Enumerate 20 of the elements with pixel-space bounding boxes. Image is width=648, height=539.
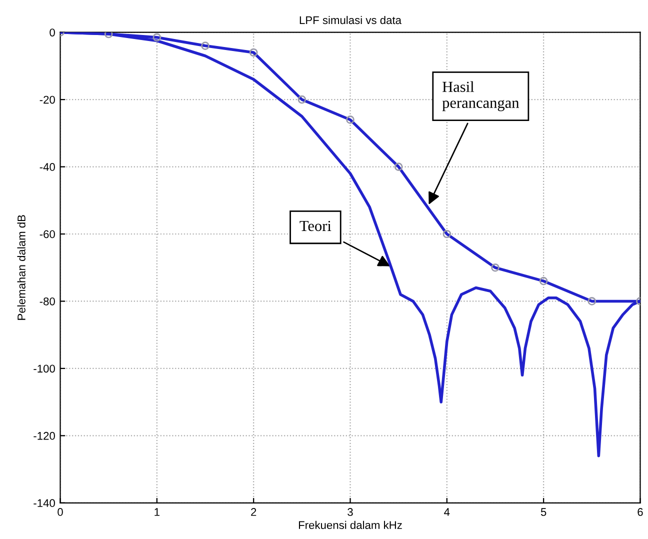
x-tick-label: 3 — [348, 508, 353, 516]
annotation: Hasil perancangan — [442, 81, 520, 112]
y-tick-label: -40 — [40, 163, 55, 171]
y-tick-label: 0 — [50, 28, 55, 36]
y-tick-label: -120 — [34, 432, 55, 440]
annotation: Teori — [300, 220, 332, 232]
x-tick-label: 2 — [251, 508, 256, 516]
x-tick-label: 6 — [638, 508, 643, 516]
y-tick-label: -60 — [40, 230, 55, 238]
x-tick-label: 5 — [540, 508, 546, 516]
y-tick-label: -140 — [34, 499, 55, 508]
x-tick-label: 1 — [154, 508, 160, 516]
x-tick-label: 4 — [444, 508, 450, 516]
y-tick-label: -100 — [34, 364, 55, 373]
chart-title: LPF simulasi vs data — [300, 16, 402, 24]
y-axis-title: Pelemahan dalam dB — [17, 215, 26, 320]
x-axis-title: Frekuensi dalam kHz — [298, 520, 402, 530]
y-tick-label: -80 — [40, 297, 55, 306]
y-tick-label: -20 — [40, 96, 55, 104]
x-tick-label: 0 — [58, 508, 63, 516]
